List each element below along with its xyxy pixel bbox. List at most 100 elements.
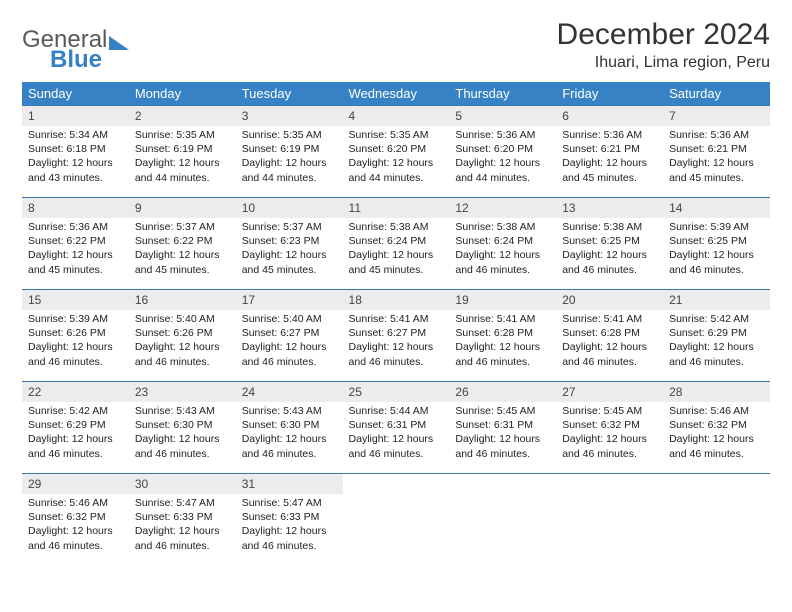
day-info-line: Daylight: 12 hours xyxy=(349,340,444,354)
day-info-line: Sunrise: 5:41 AM xyxy=(455,312,550,326)
day-info: Sunrise: 5:37 AMSunset: 6:22 PMDaylight:… xyxy=(129,218,236,281)
calendar-day-cell: 14Sunrise: 5:39 AMSunset: 6:25 PMDayligh… xyxy=(663,198,770,290)
day-info: Sunrise: 5:43 AMSunset: 6:30 PMDaylight:… xyxy=(129,402,236,465)
calendar-day-cell: 23Sunrise: 5:43 AMSunset: 6:30 PMDayligh… xyxy=(129,382,236,474)
day-info-line: Sunrise: 5:38 AM xyxy=(455,220,550,234)
day-info-line: Sunset: 6:31 PM xyxy=(349,418,444,432)
day-number: 1 xyxy=(22,106,129,126)
day-number: 11 xyxy=(343,198,450,218)
day-info-line: Sunrise: 5:42 AM xyxy=(28,404,123,418)
day-info-line: Sunset: 6:30 PM xyxy=(242,418,337,432)
day-info: Sunrise: 5:38 AMSunset: 6:25 PMDaylight:… xyxy=(556,218,663,281)
day-info-line: Daylight: 12 hours xyxy=(28,156,123,170)
day-number: 12 xyxy=(449,198,556,218)
day-info-line: Sunrise: 5:47 AM xyxy=(242,496,337,510)
day-number: 16 xyxy=(129,290,236,310)
calendar-empty-cell xyxy=(343,474,450,566)
calendar-day-cell: 4Sunrise: 5:35 AMSunset: 6:20 PMDaylight… xyxy=(343,106,450,198)
day-info-line: Sunset: 6:27 PM xyxy=(242,326,337,340)
day-number: 29 xyxy=(22,474,129,494)
day-info-line: Daylight: 12 hours xyxy=(242,156,337,170)
weekday-header: Tuesday xyxy=(236,82,343,106)
day-number: 23 xyxy=(129,382,236,402)
calendar-day-cell: 12Sunrise: 5:38 AMSunset: 6:24 PMDayligh… xyxy=(449,198,556,290)
day-info-line: Daylight: 12 hours xyxy=(28,340,123,354)
day-info-line: Sunrise: 5:41 AM xyxy=(349,312,444,326)
day-info-line: Daylight: 12 hours xyxy=(242,432,337,446)
day-info-line: Sunset: 6:19 PM xyxy=(135,142,230,156)
calendar-day-cell: 7Sunrise: 5:36 AMSunset: 6:21 PMDaylight… xyxy=(663,106,770,198)
day-info-line: Daylight: 12 hours xyxy=(455,156,550,170)
calendar-week-row: 29Sunrise: 5:46 AMSunset: 6:32 PMDayligh… xyxy=(22,474,770,566)
day-info-line: Sunset: 6:32 PM xyxy=(28,510,123,524)
day-info-line: Daylight: 12 hours xyxy=(135,340,230,354)
day-info-line: Daylight: 12 hours xyxy=(669,156,764,170)
calendar-day-cell: 17Sunrise: 5:40 AMSunset: 6:27 PMDayligh… xyxy=(236,290,343,382)
day-info-line: Sunrise: 5:41 AM xyxy=(562,312,657,326)
day-number: 30 xyxy=(129,474,236,494)
day-info-line: Sunrise: 5:37 AM xyxy=(135,220,230,234)
day-info: Sunrise: 5:38 AMSunset: 6:24 PMDaylight:… xyxy=(449,218,556,281)
day-info-line: Sunset: 6:27 PM xyxy=(349,326,444,340)
calendar-day-cell: 24Sunrise: 5:43 AMSunset: 6:30 PMDayligh… xyxy=(236,382,343,474)
calendar-day-cell: 16 Sunrise: 5:40 AMSunset: 6:26 PMDayligh… xyxy=(129,290,236,382)
day-info: Sunrise: 5:36 AMSunset: 6:21 PMDaylight:… xyxy=(556,126,663,189)
day-info-line: Sunrise: 5:35 AM xyxy=(135,128,230,142)
day-number: 21 xyxy=(663,290,770,310)
day-info-line: and 46 minutes. xyxy=(455,355,550,369)
day-info-line: and 45 minutes. xyxy=(669,171,764,185)
calendar-day-cell: 22Sunrise: 5:42 AMSunset: 6:29 PMDayligh… xyxy=(22,382,129,474)
calendar-day-cell: 6Sunrise: 5:36 AMSunset: 6:21 PMDaylight… xyxy=(556,106,663,198)
day-info-line: and 46 minutes. xyxy=(669,263,764,277)
day-info-line: Sunrise: 5:39 AM xyxy=(669,220,764,234)
calendar-table: SundayMondayTuesdayWednesdayThursdayFrid… xyxy=(22,82,770,566)
day-info-line: and 45 minutes. xyxy=(562,171,657,185)
day-info-line: Daylight: 12 hours xyxy=(135,524,230,538)
day-number: 26 xyxy=(449,382,556,402)
calendar-day-cell: 28Sunrise: 5:46 AMSunset: 6:32 PMDayligh… xyxy=(663,382,770,474)
day-number: 3 xyxy=(236,106,343,126)
day-info-line: Sunrise: 5:45 AM xyxy=(455,404,550,418)
calendar-week-row: 8Sunrise: 5:36 AMSunset: 6:22 PMDaylight… xyxy=(22,198,770,290)
day-number: 28 xyxy=(663,382,770,402)
logo-text-blue: Blue xyxy=(50,48,129,72)
day-info: Sunrise: 5:39 AMSunset: 6:26 PMDaylight:… xyxy=(22,310,129,373)
day-info-line: Sunset: 6:26 PM xyxy=(135,326,230,340)
day-info-line: Sunrise: 5:35 AM xyxy=(349,128,444,142)
day-info-line: Daylight: 12 hours xyxy=(28,524,123,538)
day-info-line: Sunset: 6:29 PM xyxy=(28,418,123,432)
day-info-line: Sunset: 6:20 PM xyxy=(455,142,550,156)
day-info-line: Sunrise: 5:40 AM xyxy=(135,312,230,326)
calendar-day-cell: 25Sunrise: 5:44 AMSunset: 6:31 PMDayligh… xyxy=(343,382,450,474)
day-info: Sunrise: 5:35 AMSunset: 6:19 PMDaylight:… xyxy=(129,126,236,189)
day-number: 5 xyxy=(449,106,556,126)
day-info-line: Sunrise: 5:36 AM xyxy=(669,128,764,142)
location: Ihuari, Lima region, Peru xyxy=(557,54,770,72)
day-info-line: Sunset: 6:22 PM xyxy=(28,234,123,248)
day-info-line: and 46 minutes. xyxy=(28,539,123,553)
day-info-line: and 46 minutes. xyxy=(349,355,444,369)
calendar-empty-cell xyxy=(663,474,770,566)
day-info-line: Sunset: 6:33 PM xyxy=(242,510,337,524)
day-info-line: Sunset: 6:24 PM xyxy=(349,234,444,248)
day-info-line: Sunrise: 5:36 AM xyxy=(562,128,657,142)
day-info: Sunrise: 5:47 AMSunset: 6:33 PMDaylight:… xyxy=(236,494,343,557)
calendar-day-cell: 26Sunrise: 5:45 AMSunset: 6:31 PMDayligh… xyxy=(449,382,556,474)
calendar-day-cell: 30Sunrise: 5:47 AMSunset: 6:33 PMDayligh… xyxy=(129,474,236,566)
calendar-day-cell: 20Sunrise: 5:41 AMSunset: 6:28 PMDayligh… xyxy=(556,290,663,382)
day-info-line: Daylight: 12 hours xyxy=(349,248,444,262)
calendar-day-cell: 1Sunrise: 5:34 AMSunset: 6:18 PMDaylight… xyxy=(22,106,129,198)
day-info-line: Daylight: 12 hours xyxy=(28,248,123,262)
day-info-line: Sunrise: 5:42 AM xyxy=(669,312,764,326)
day-info-line: and 46 minutes. xyxy=(669,447,764,461)
day-number: 7 xyxy=(663,106,770,126)
day-number: 6 xyxy=(556,106,663,126)
day-info-line: Daylight: 12 hours xyxy=(669,248,764,262)
calendar-day-cell: 2Sunrise: 5:35 AMSunset: 6:19 PMDaylight… xyxy=(129,106,236,198)
day-info-line: and 46 minutes. xyxy=(562,447,657,461)
day-info-line: and 44 minutes. xyxy=(455,171,550,185)
calendar-day-cell: 18Sunrise: 5:41 AMSunset: 6:27 PMDayligh… xyxy=(343,290,450,382)
day-info-line: and 45 minutes. xyxy=(28,263,123,277)
day-info-line: Sunset: 6:24 PM xyxy=(455,234,550,248)
day-info-line: and 46 minutes. xyxy=(349,447,444,461)
